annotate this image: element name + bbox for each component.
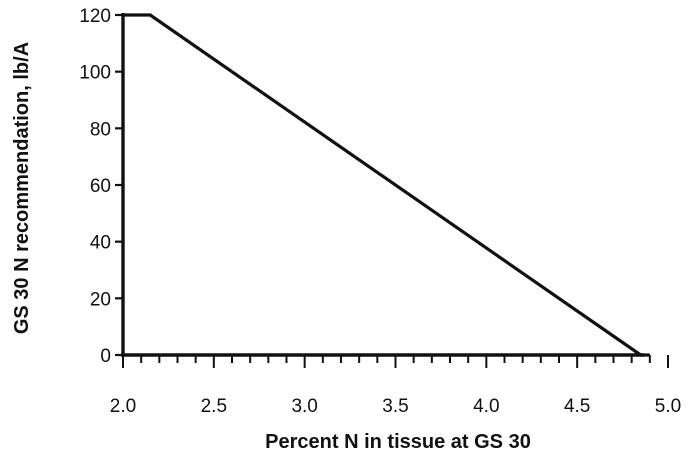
x-tick-label: 4.5 — [564, 396, 590, 417]
y-axis-label: GS 30 N recommendation, lb/A — [11, 42, 33, 334]
y-tick-label: 40 — [90, 233, 111, 254]
y-tick-label: 120 — [79, 6, 111, 27]
y-tick-label: 80 — [90, 119, 111, 140]
y-tick-label: 100 — [79, 63, 111, 84]
series-line — [123, 13, 650, 357]
y-tick-label: 60 — [90, 176, 111, 197]
x-tick-label: 4.0 — [473, 396, 499, 417]
x-tick-label: 2.5 — [201, 396, 227, 417]
x-tick-label: 3.0 — [291, 396, 317, 417]
y-tick-label: 0 — [100, 346, 111, 367]
y-axis-ticks: 0 20 40 60 80 100 120 — [79, 6, 123, 367]
x-tick-label: 5.0 — [655, 396, 681, 417]
y-tick-label: 20 — [90, 289, 111, 310]
x-axis-ticks: 2.0 2.5 3.0 3.5 4.0 4.5 5.0 — [110, 355, 681, 417]
x-tick-label: 3.5 — [382, 396, 408, 417]
x-tick-label: 2.0 — [110, 396, 136, 417]
x-axis-label: Percent N in tissue at GS 30 — [265, 431, 531, 453]
